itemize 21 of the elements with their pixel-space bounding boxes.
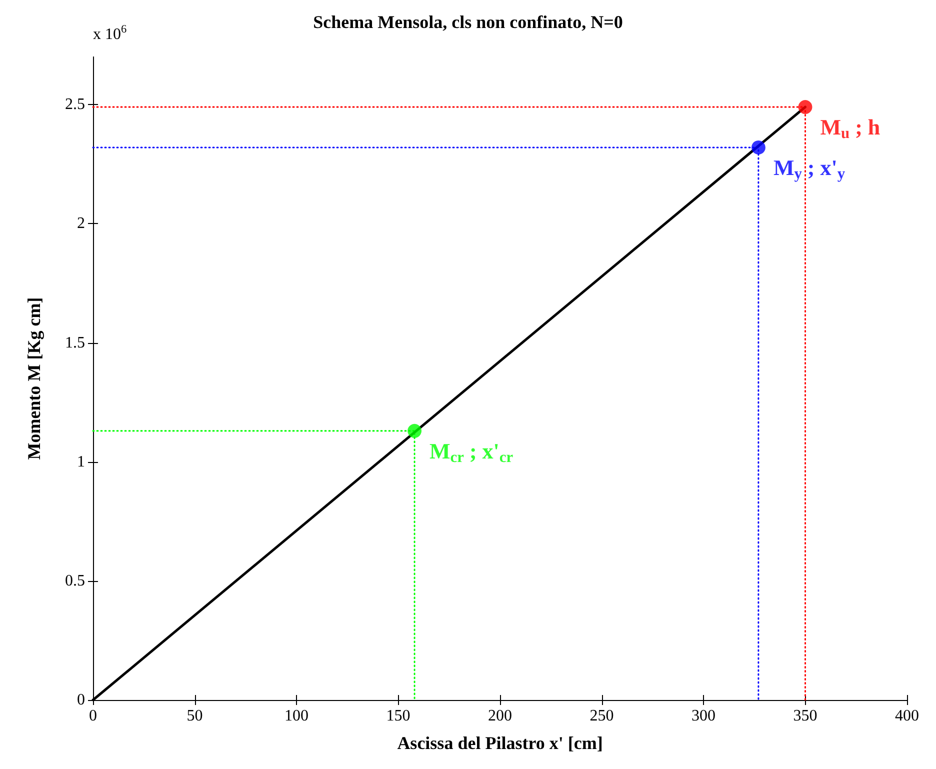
point bbox=[798, 100, 812, 114]
point bbox=[751, 140, 766, 154]
x-axis-title: Ascissa del Pilastro x' [cm] bbox=[397, 733, 603, 753]
chart-title: Schema Mensola, cls non confinato, N=0 bbox=[313, 12, 623, 32]
x-tick-label: 50 bbox=[186, 708, 203, 724]
x-tick-label: 0 bbox=[89, 708, 97, 724]
x-tick-label: 200 bbox=[488, 708, 512, 724]
x-tick-label: 350 bbox=[793, 708, 818, 724]
y-tick-label: 0.5 bbox=[65, 572, 85, 590]
y-tick-label: 0 bbox=[77, 692, 85, 708]
y-tick-label: 1 bbox=[77, 453, 85, 470]
x-tick-label: 400 bbox=[895, 708, 919, 724]
x-tick-label: 300 bbox=[692, 708, 716, 724]
y-axis-title: Momento M [Kg cm] bbox=[24, 297, 44, 460]
x-tick-label: 150 bbox=[386, 708, 410, 724]
y-tick-label: 2 bbox=[77, 215, 85, 232]
point bbox=[408, 424, 422, 438]
x-tick-label: 100 bbox=[284, 708, 308, 724]
y-tick-label: 1.5 bbox=[65, 334, 85, 352]
x-tick-label: 250 bbox=[590, 708, 614, 724]
y-tick-label: 2.5 bbox=[65, 96, 85, 114]
